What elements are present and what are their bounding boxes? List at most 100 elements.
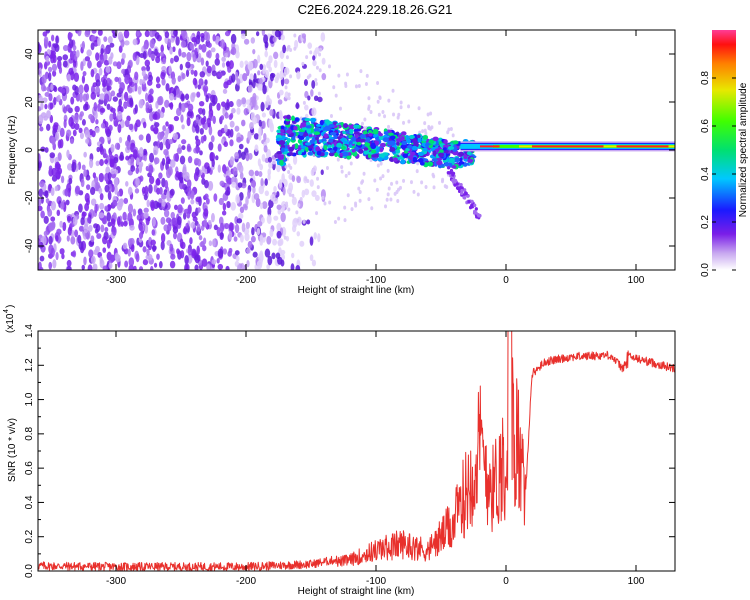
spectrogram-cell [208,125,213,136]
spectrogram-cell [448,171,452,175]
spectrogram-cell [223,141,229,148]
spectrogram-cell [50,83,54,91]
spectrogram-cell [83,224,89,234]
spectrogram-cell [368,132,373,137]
spectrogram-cell [81,118,86,126]
spectrogram-cell [359,134,367,139]
spectrogram-cell [161,199,166,207]
spectrogram-cell [375,136,380,141]
spectrogram-cell [185,69,190,77]
colorbar-tick-label: 0.0 [700,263,711,277]
spectrogram-cell [147,93,153,104]
spectrogram-cell [80,217,85,226]
spectrogram-cell [299,196,303,201]
spectrogram-cell [221,56,226,62]
spectrogram-cell [73,72,80,83]
spectrogram-cell [358,189,362,194]
spectrogram-cell [45,55,50,63]
spectrogram-cell [391,88,395,93]
spectrogram-cell [169,243,174,252]
spectrogram-cell [287,170,291,175]
spectrogram-cell [350,207,354,212]
spectrogram-cell [152,217,156,227]
spectrogram-cell [264,50,268,58]
spectrogram-cell [312,55,316,61]
spectrogram-cell [193,171,199,182]
spectrogram-cell [467,158,474,163]
spectrogram-cell [170,253,176,260]
panel2-x-tick-label: -300 [106,576,126,587]
spectrogram-cell [203,218,208,228]
spectrogram-cell [354,201,358,206]
spectrogram-cell [278,139,286,146]
spectrogram-cell [194,264,199,270]
spectrogram-cell [245,196,249,206]
spectrogram-cell [243,204,248,211]
spectrogram-cell [417,157,424,163]
spectrogram-cell [158,261,163,269]
spectrogram-cell [236,107,241,115]
spectrogram-cell [228,60,234,70]
spectrogram-cell [169,46,173,55]
spectrogram-cell [384,204,388,209]
spectrogram-cell [328,200,332,205]
spectrogram-cell [186,117,191,127]
spectrogram-cell [440,179,444,184]
spectrogram-cell [84,129,91,139]
colorbar-tick-label: 0.4 [700,167,711,181]
spectrogram-cell [261,201,268,210]
spectrogram-cell [156,187,161,195]
spectrogram-cell [221,61,226,68]
spectrogram-cell [266,94,270,103]
spectrogram-cell [438,152,445,158]
spectrogram-cell [399,105,403,110]
colorbar: 0.0 0.2 0.4 0.6 0.8 [700,30,736,277]
spectrogram-cell [154,32,160,40]
spectrogram-cell [371,149,377,154]
spectrogram-cell [74,123,80,131]
spectrogram-cell [340,169,344,174]
spectrogram-cell [532,145,604,148]
spectrogram-cell [52,124,58,132]
panel2-y-tick-label: 0.6 [24,461,35,475]
spectrogram-cell [204,193,209,200]
spectrogram-cell [219,222,225,233]
spectrogram-cell [59,88,66,94]
spectrogram-cell [190,92,195,103]
spectrogram-cell [447,145,455,150]
spectrogram-cell [176,107,182,117]
panel1-x-tick-label: 100 [628,275,645,286]
spectrogram-cell [389,147,396,152]
spectrogram-cell [229,139,234,147]
spectrogram-cell [184,254,189,265]
spectrogram-cell [338,106,342,111]
spectrogram-cell [195,146,201,153]
spectrogram-cell [59,220,63,228]
spectrogram-cell [271,159,277,165]
spectrogram-cell [257,54,261,64]
spectrogram-cell [204,122,208,131]
spectrogram-cell [275,252,281,259]
spectrogram-cell [290,115,295,122]
spectrogram-cell [223,81,229,89]
spectrogram-cell [70,122,76,130]
spectrogram-cell [99,146,104,155]
panel2-y-tick-label: 1.4 [24,324,35,338]
spectrogram-cell [299,240,305,247]
spectrogram-cell [273,215,279,221]
spectrogram-cell [81,211,87,217]
spectrogram-cell [451,133,455,138]
spectrogram-cell [83,151,87,158]
spectrogram-cell [156,52,161,59]
spectrogram-cell [269,229,274,237]
spectrogram-cell [105,66,111,73]
spectrogram-cell [198,78,204,86]
spectrogram-cell [252,186,256,194]
spectrogram-cell [48,222,54,228]
spectrogram-cell [186,143,191,152]
spectrogram-cell [211,212,215,223]
spectrogram-cell [104,227,109,233]
colorbar-tick-label: 0.6 [700,119,711,133]
spectrogram-cell [66,129,72,137]
panel2-x-axis-label: Height of straight line (km) [298,586,415,597]
